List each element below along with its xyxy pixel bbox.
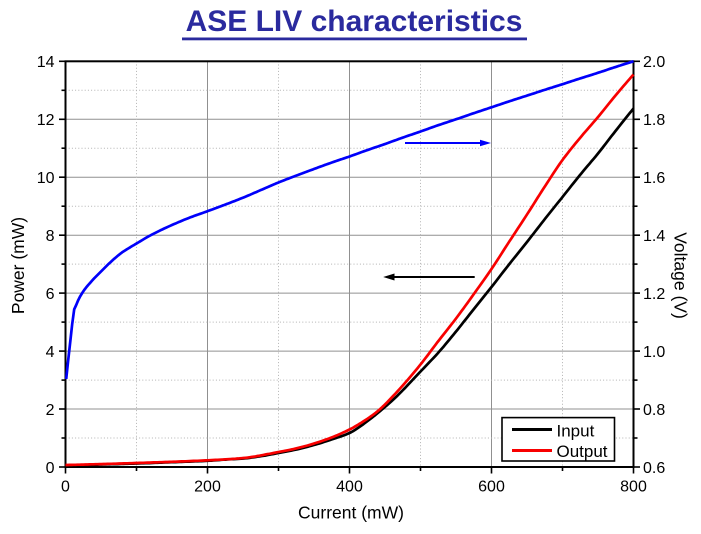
svg-text:800: 800 [620,479,647,496]
svg-text:0.6: 0.6 [643,460,665,477]
svg-text:Voltage (V): Voltage (V) [671,232,691,319]
svg-text:1.8: 1.8 [643,112,665,129]
svg-text:10: 10 [37,170,55,187]
svg-text:8: 8 [46,228,55,245]
svg-text:0: 0 [61,479,70,496]
svg-text:200: 200 [194,479,221,496]
svg-text:2: 2 [46,402,55,419]
svg-text:400: 400 [336,479,363,496]
svg-text:14: 14 [37,54,55,71]
svg-text:6: 6 [46,286,55,303]
svg-text:Output: Output [557,442,608,461]
svg-text:Input: Input [557,422,595,441]
svg-text:12: 12 [37,112,55,129]
svg-text:1.6: 1.6 [643,170,665,187]
svg-text:0.8: 0.8 [643,402,665,419]
svg-text:Current (mW): Current (mW) [298,503,404,523]
svg-text:1.2: 1.2 [643,286,665,303]
svg-text:600: 600 [478,479,505,496]
svg-text:4: 4 [46,344,55,361]
svg-text:1.4: 1.4 [643,228,665,245]
svg-text:1.0: 1.0 [643,344,665,361]
svg-text:2.0: 2.0 [643,54,665,71]
svg-text:Power (mW): Power (mW) [8,217,28,314]
svg-text:0: 0 [46,460,55,477]
svg-text:ASE LIV characteristics: ASE LIV characteristics [186,5,523,38]
